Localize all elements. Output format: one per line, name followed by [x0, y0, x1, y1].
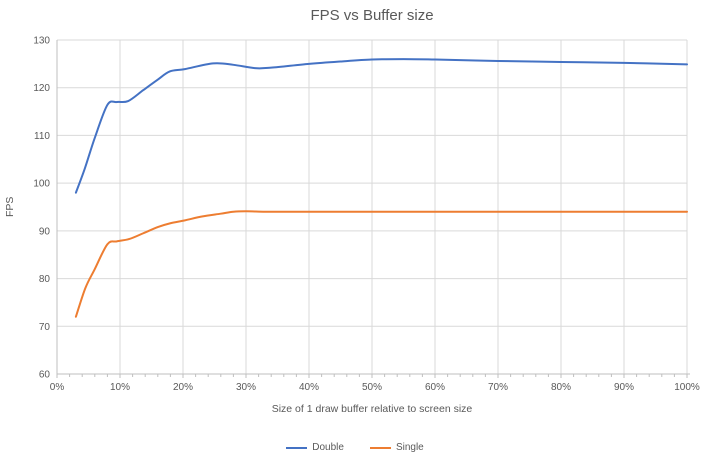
- y-axis-title: FPS: [4, 196, 16, 218]
- x-tick-label-40: 40%: [299, 382, 319, 393]
- legend: Double Single: [0, 442, 710, 453]
- x-tick-label-70: 70%: [488, 382, 508, 393]
- x-tick-label-0: 0%: [50, 382, 65, 393]
- legend-label-double: Double: [312, 442, 344, 453]
- y-tick-label-70: 70: [39, 322, 51, 333]
- legend-item-single: Single: [369, 442, 424, 453]
- chart-title: FPS vs Buffer size: [310, 7, 434, 24]
- x-tick-label-10: 10%: [110, 382, 130, 393]
- legend-label-single: Single: [395, 442, 424, 453]
- x-tick-label-30: 30%: [236, 382, 256, 393]
- x-tick-label-80: 80%: [551, 382, 571, 393]
- y-tick-label-130: 130: [33, 36, 50, 47]
- x-tick-label-60: 60%: [425, 382, 445, 393]
- y-tick-label-120: 120: [33, 83, 50, 94]
- x-tick-label-50: 50%: [362, 382, 382, 393]
- x-axis-title: Size of 1 draw buffer relative to screen…: [271, 403, 473, 415]
- series-line-double: [74, 58, 688, 194]
- legend-swatch-double: [286, 446, 308, 449]
- x-tick-label-20: 20%: [173, 382, 193, 393]
- legend-swatch-single: [369, 446, 391, 449]
- y-tick-label-100: 100: [33, 179, 50, 190]
- legend-item-double: Double: [286, 442, 344, 453]
- series-line-single: [74, 210, 688, 318]
- y-tick-label-90: 90: [39, 226, 51, 237]
- y-tick-label-80: 80: [39, 274, 51, 285]
- y-tick-label-110: 110: [34, 131, 50, 142]
- x-tick-label-90: 90%: [614, 382, 634, 393]
- x-tick-label-100: 100%: [674, 382, 700, 393]
- y-tick-label-60: 60: [39, 370, 51, 381]
